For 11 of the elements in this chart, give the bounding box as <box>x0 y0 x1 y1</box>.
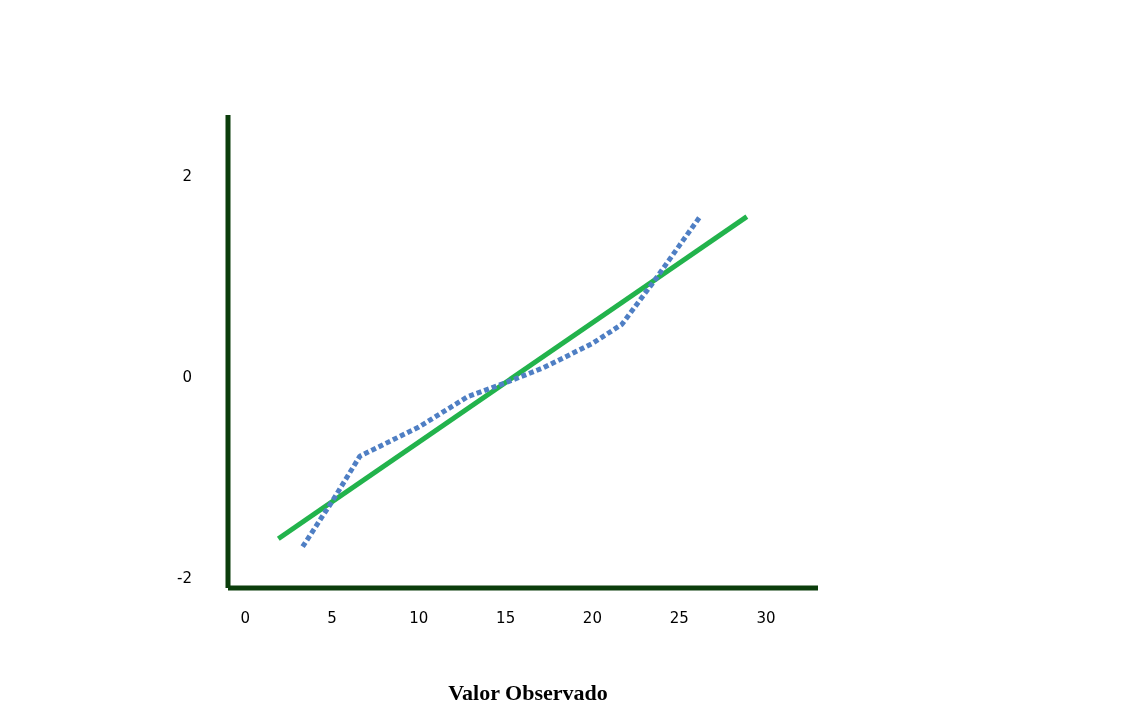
x-tick-label: 0 <box>240 608 251 627</box>
x-tick-label: 25 <box>669 608 689 627</box>
x-tick-label: 5 <box>327 608 337 627</box>
y-tick-label: 0 <box>182 367 192 386</box>
y-tick-label: -2 <box>177 569 192 588</box>
x-tick-label: 15 <box>496 608 516 627</box>
x-tick-label: 10 <box>409 608 429 627</box>
y-tick-label: 2 <box>182 166 192 185</box>
x-axis-title: Valor Observado <box>447 680 609 706</box>
x-tick-label: 30 <box>756 608 776 627</box>
x-tick-label: 20 <box>582 608 602 627</box>
